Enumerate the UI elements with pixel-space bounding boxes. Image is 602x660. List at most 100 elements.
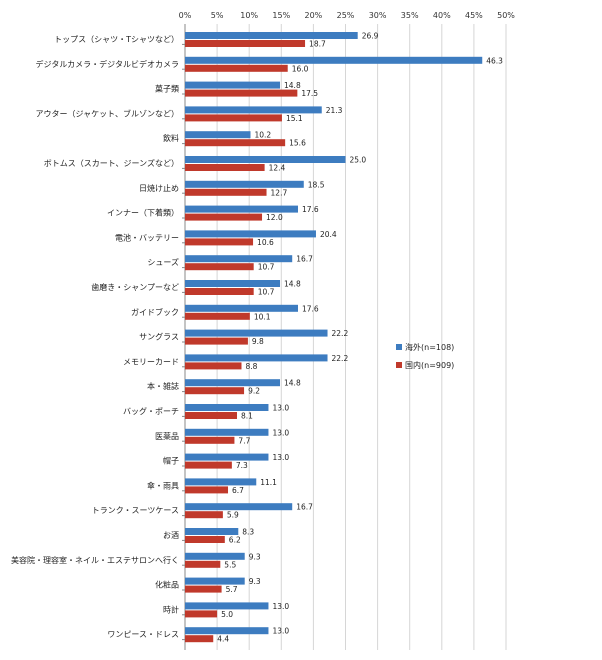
bar-overseas (185, 304, 298, 312)
bar-overseas (185, 528, 239, 535)
data-label: 21.3 (326, 106, 343, 115)
data-label: 12.0 (266, 213, 283, 222)
data-label: 7.7 (238, 436, 250, 445)
x-axis-ticks: 0% 5% 10% 15% 20% 25% 30% 35% 40% 45% 50% (179, 11, 516, 20)
bar-domestic (185, 288, 254, 295)
bar-overseas (185, 453, 269, 461)
data-label: 8.3 (242, 528, 254, 537)
data-label: 14.8 (284, 81, 301, 90)
data-label: 15.6 (289, 139, 306, 148)
data-label: 14.8 (284, 379, 301, 388)
bar-domestic (185, 585, 222, 593)
x-tick-label: 50% (497, 11, 515, 20)
data-label: 10.2 (254, 131, 271, 140)
data-label: 13.0 (272, 627, 289, 636)
data-label: 9.3 (249, 577, 261, 586)
bar-domestic (185, 312, 250, 320)
category-label: 電池・バッテリー (115, 232, 179, 242)
data-label: 6.7 (232, 486, 244, 495)
bar-overseas (185, 404, 269, 411)
bar-domestic (185, 560, 221, 568)
data-label: 17.5 (301, 89, 318, 98)
bar-overseas (185, 329, 328, 337)
category-label: 化粧品 (155, 580, 179, 590)
data-label: 26.9 (362, 32, 379, 41)
bar-overseas (185, 428, 269, 436)
bar-domestic (185, 610, 218, 618)
data-label: 5.7 (226, 585, 238, 594)
data-label: 13.0 (272, 453, 289, 462)
bar-overseas (185, 131, 251, 139)
bar-domestic (185, 263, 254, 271)
bar-domestic (185, 89, 298, 97)
data-label: 4.4 (217, 635, 229, 644)
category-label: トランク・スーツケース (92, 506, 179, 515)
bar-domestic (185, 139, 286, 147)
category-label: サングラス (139, 332, 179, 342)
bar-overseas (185, 156, 346, 163)
x-tick-label: 10% (240, 11, 258, 20)
bar-overseas (185, 205, 298, 213)
bar-domestic (185, 511, 223, 519)
category-label: 医薬品 (155, 431, 179, 441)
bar-overseas (185, 627, 269, 635)
bars-layer: 26.918.746.316.014.817.521.315.110.215.6… (185, 32, 503, 644)
category-label: アウター（ジャケット、ブルゾンなど） (36, 108, 179, 118)
data-label: 10.6 (257, 238, 274, 247)
bar-overseas (185, 503, 293, 511)
category-label: ガイドブック (131, 307, 179, 317)
data-label: 14.8 (284, 280, 301, 289)
bar-overseas (185, 602, 269, 610)
bar-domestic (185, 213, 263, 221)
bar-domestic (185, 337, 248, 345)
bar-overseas (185, 478, 257, 486)
data-label: 16.7 (296, 503, 313, 512)
data-label: 17.6 (302, 304, 319, 313)
bar-overseas (185, 32, 358, 39)
data-label: 10.7 (258, 263, 275, 272)
data-label: 13.0 (272, 428, 289, 437)
bar-domestic (185, 436, 235, 444)
bar-overseas (185, 552, 245, 560)
x-tick-label: 0% (179, 11, 192, 20)
legend: 海外(n=108) 国内(n=909) (396, 342, 454, 370)
data-label: 11.1 (260, 478, 277, 487)
bar-domestic (185, 412, 238, 419)
data-label: 17.6 (302, 205, 319, 214)
category-labels: トップス（シャツ・Tシャツなど） デジタルカメラ・デジタルビデオカメラ菓子類アウタ… (11, 35, 185, 641)
bar-overseas (185, 180, 304, 188)
category-label: 帽子 (163, 456, 179, 466)
legend-label-domestic: 国内(n=909) (405, 360, 454, 370)
bar-domestic (185, 114, 282, 122)
data-label: 9.8 (252, 337, 264, 346)
data-label: 5.5 (224, 560, 236, 569)
category-label: 美容院・理容室・ネイル・エステサロンへ行く (11, 555, 179, 565)
category-label: 日焼け止め (139, 183, 179, 193)
data-label: 5.0 (221, 610, 233, 619)
data-label: 7.3 (236, 461, 248, 470)
category-label: トップス（シャツ・Tシャツなど） (54, 35, 179, 44)
data-label: 16.7 (296, 255, 313, 264)
bar-overseas (185, 379, 281, 387)
category-label: 飲料 (163, 133, 179, 143)
legend-label-overseas: 海外(n=108) (405, 342, 454, 352)
x-tick-label: 25% (337, 11, 355, 20)
data-label: 9.2 (248, 387, 260, 396)
bar-overseas (185, 354, 328, 362)
bar-overseas (185, 255, 293, 263)
category-label: 時計 (163, 604, 179, 614)
category-label: バッグ・ポーチ (123, 406, 179, 416)
data-label: 46.3 (486, 56, 503, 65)
data-label: 12.4 (269, 164, 286, 173)
data-label: 25.0 (350, 156, 367, 165)
data-label: 8.8 (245, 362, 257, 371)
legend-swatch-overseas (396, 344, 402, 350)
category-label: メモリーカード (123, 357, 179, 366)
category-label: 本・雑誌 (147, 381, 179, 391)
x-tick-label: 40% (433, 11, 451, 20)
bar-overseas (185, 56, 483, 64)
bar-domestic (185, 387, 245, 395)
x-tick-label: 20% (305, 11, 323, 20)
bar-domestic (185, 40, 306, 47)
